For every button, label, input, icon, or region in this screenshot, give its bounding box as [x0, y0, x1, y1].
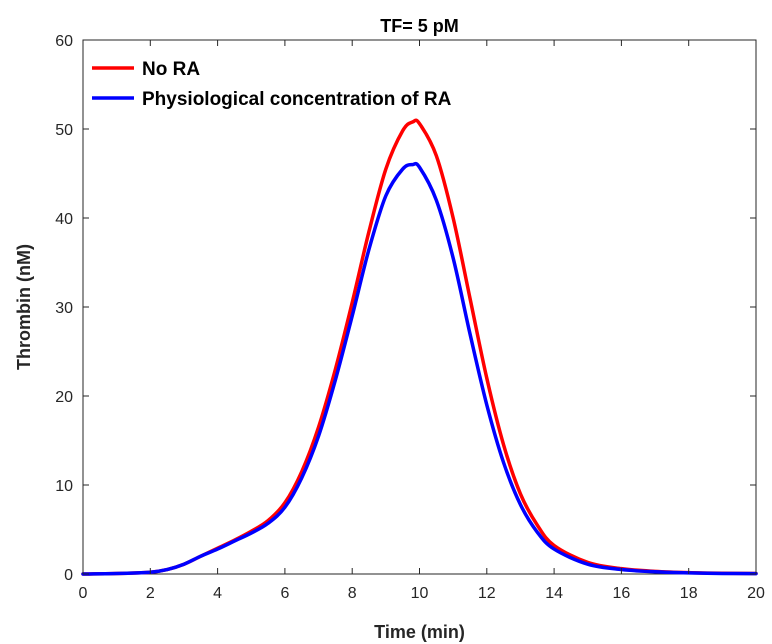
y-axis: 0 10 20 30 40 50 60 [55, 33, 756, 584]
y-tick-label: 40 [55, 211, 73, 228]
legend-label-physiological-ra: Physiological concentration of RA [142, 89, 452, 110]
y-tick-label: 0 [64, 567, 73, 584]
y-tick-label: 30 [55, 300, 73, 317]
x-tick-label: 14 [545, 585, 563, 602]
y-axis-title: Thrombin (nM) [14, 244, 34, 370]
x-tick-label: 10 [411, 585, 429, 602]
y-tick-label: 20 [55, 389, 73, 406]
x-tick-label: 0 [79, 585, 88, 602]
series-layer [81, 118, 758, 576]
x-axis: 0 2 4 6 8 10 12 14 16 18 20 [79, 40, 765, 602]
x-tick-label: 18 [680, 585, 698, 602]
plot-area [82, 39, 757, 575]
x-tick-label: 2 [146, 585, 155, 602]
x-tick-label: 8 [348, 585, 357, 602]
x-tick-label: 12 [478, 585, 496, 602]
legend-label-no-ra: No RA [142, 59, 200, 80]
x-tick-label: 6 [280, 585, 289, 602]
series-line-physiological-ra [81, 161, 758, 576]
legend: No RA Physiological concentration of RA [92, 59, 452, 110]
x-axis-title: Time (min) [374, 622, 465, 642]
y-tick-label: 60 [55, 33, 73, 50]
y-tick-label: 50 [55, 122, 73, 139]
x-tick-label: 16 [613, 585, 631, 602]
x-tick-label: 20 [747, 585, 765, 602]
x-tick-label: 4 [213, 585, 222, 602]
chart-title: TF= 5 pM [380, 16, 459, 36]
y-tick-label: 10 [55, 478, 73, 495]
